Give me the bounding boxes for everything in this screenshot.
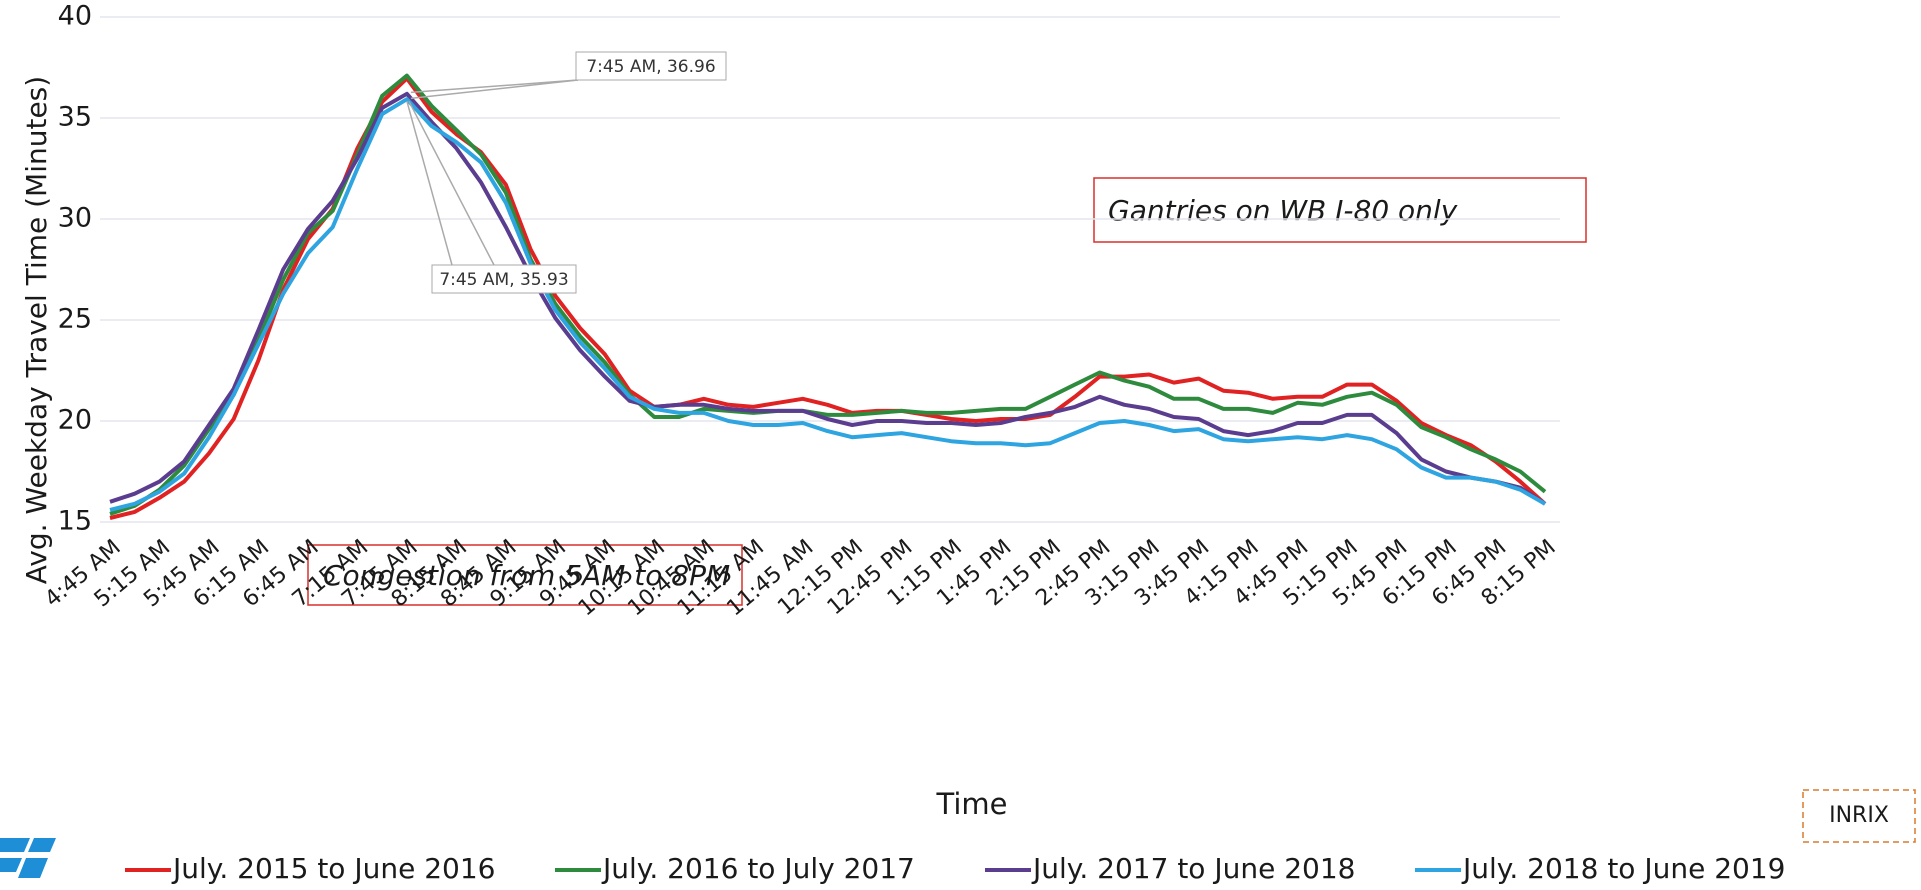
note-text: Gantries on WB I-80 only [1108, 194, 1458, 227]
note-box [307, 544, 743, 606]
callout-text: 7:45 AM, 35.93 [439, 270, 568, 290]
note-text: Congestion from 5AM to 8PM [323, 559, 730, 592]
callout-box [431, 264, 577, 294]
series-line [109, 97, 1546, 512]
y-tick-label: 20 [58, 405, 92, 436]
series-line [109, 73, 1547, 516]
y-axis-label: Avg. Weekday Travel Time (Minutes) [20, 76, 53, 584]
legend-label: July. 2017 to June 2018 [1031, 852, 1355, 885]
logo [0, 838, 56, 878]
legend-label: July. 2018 to June 2019 [1461, 852, 1785, 885]
legend-label: July. 2015 to June 2016 [171, 852, 495, 885]
x-axis-label: Time [936, 787, 1008, 821]
callout-leader [408, 100, 495, 266]
callout-box [575, 51, 727, 81]
y-tick-label: 15 [58, 506, 92, 537]
y-tick-label: 30 [58, 203, 92, 234]
callout-text: 7:45 AM, 36.96 [586, 57, 715, 77]
callout-leader [410, 79, 579, 94]
legend-label: July. 2016 to July 2017 [601, 852, 915, 885]
y-tick-label: 35 [58, 102, 92, 133]
series-line [109, 91, 1547, 506]
source-text: INRIX [1829, 803, 1889, 828]
note-box [1093, 177, 1587, 243]
callout-leader [406, 101, 453, 266]
y-tick-label: 25 [58, 304, 92, 335]
callout-leader [410, 79, 579, 100]
series-line [109, 76, 1547, 520]
y-tick-label: 40 [58, 1, 92, 32]
source-box [1802, 789, 1916, 843]
